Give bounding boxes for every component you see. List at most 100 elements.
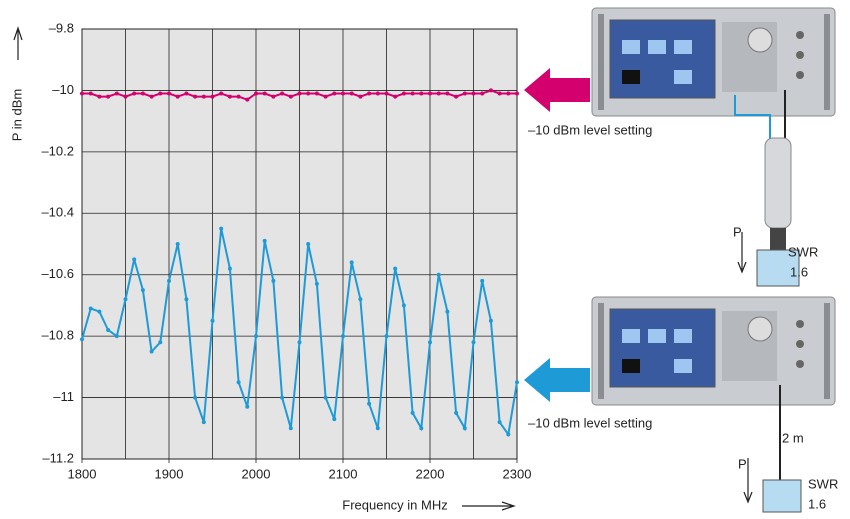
point [506,432,511,437]
point [288,426,293,431]
point [140,288,145,293]
point [175,94,180,99]
point [97,94,102,99]
y-axis-label: P in dBm [9,89,24,142]
point [323,94,328,99]
point [419,426,424,431]
x-tick-label: 2300 [503,466,532,481]
annotation: 1.6 [808,496,826,511]
point [97,309,102,314]
point [114,334,119,339]
point [314,91,319,96]
point [497,420,502,425]
point [480,91,485,96]
point [280,395,285,400]
point [123,94,128,99]
point [488,318,493,323]
point [201,94,206,99]
point [254,334,258,339]
point [80,91,84,96]
y-tick-label: –9.8 [49,20,74,35]
point [419,91,424,96]
point [436,91,441,96]
point [193,395,198,400]
point [88,91,93,96]
point [375,426,380,431]
point [88,306,93,311]
point [201,420,206,425]
point [410,410,415,415]
point [184,297,189,302]
point [210,94,215,99]
point [488,88,493,93]
point [393,94,398,99]
point [454,94,459,99]
point [132,257,137,262]
point [245,404,250,409]
point [106,328,111,332]
y-tick-label: –11.2 [42,450,74,465]
point [297,91,302,96]
x-axis-label: Frequency in MHz [342,497,447,512]
point [114,91,119,96]
point [158,91,163,96]
point [332,91,337,96]
point [454,410,459,415]
point [480,278,485,283]
point [175,242,180,246]
point [149,349,154,354]
point [158,340,163,345]
point [401,91,406,96]
point [227,94,232,99]
point [497,91,502,96]
y-axis-arrow [13,26,23,60]
x-tick-label: 2200 [416,466,445,481]
point [132,91,137,96]
point [271,278,276,283]
point [358,94,363,99]
point [367,401,372,406]
point [219,91,224,96]
point [401,303,406,308]
point [323,395,328,400]
point [358,297,363,302]
x-tick-label: 2100 [329,466,358,481]
point [436,272,441,277]
point [332,417,337,422]
point [384,334,389,339]
annotation: –10 dBm level setting [528,122,652,137]
x-tick-label: 1800 [68,466,97,481]
point [149,94,154,99]
point [349,91,354,96]
y-tick-label: –10.8 [41,328,74,343]
point [262,238,267,243]
point [106,94,111,99]
point [288,94,293,99]
point [167,91,171,96]
point [393,266,398,271]
annotation: SWR [788,244,818,259]
point [140,91,145,96]
point [271,94,276,99]
annotation: 1.6 [790,264,808,279]
point [410,91,415,96]
x-tick-label: 1900 [155,466,184,481]
point [462,91,467,96]
annotation: SWR [808,476,838,491]
point [245,97,250,102]
annotation: –10 dBm level setting [528,415,652,430]
point [506,91,511,96]
point [123,297,128,302]
point [428,340,432,345]
point [219,226,224,231]
point [375,91,380,96]
point [384,91,389,96]
point [367,91,372,96]
y-tick-label: –10 [52,82,74,97]
point [471,340,476,345]
point [515,380,519,385]
x-axis-arrow [462,501,516,511]
point [80,337,84,342]
point [445,309,450,314]
point [445,91,450,96]
